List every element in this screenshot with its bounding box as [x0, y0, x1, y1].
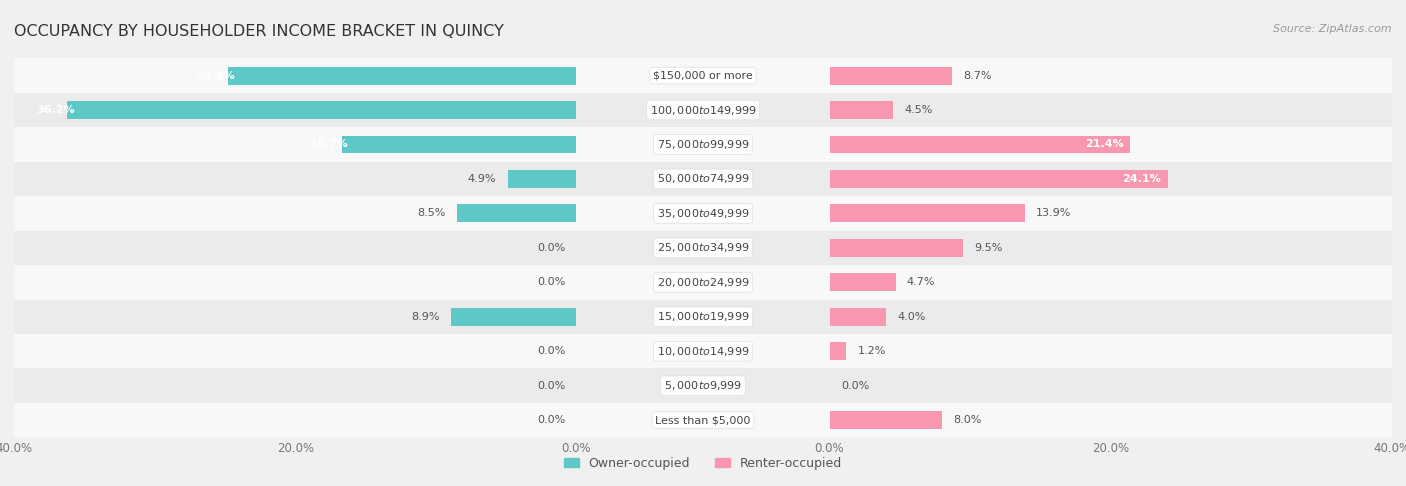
Bar	[830, 273, 896, 291]
Text: 0.0%: 0.0%	[537, 346, 565, 356]
Bar	[830, 403, 1392, 437]
Text: 24.8%: 24.8%	[195, 70, 235, 81]
Text: 8.9%: 8.9%	[412, 312, 440, 322]
Text: 0.0%: 0.0%	[537, 415, 565, 425]
Text: $20,000 to $24,999: $20,000 to $24,999	[657, 276, 749, 289]
Bar	[14, 265, 576, 299]
Bar	[830, 170, 1168, 188]
Text: $35,000 to $49,999: $35,000 to $49,999	[657, 207, 749, 220]
Bar	[14, 368, 576, 403]
Bar	[830, 299, 1392, 334]
Bar	[576, 265, 830, 299]
Text: 0.0%: 0.0%	[537, 243, 565, 253]
Text: $150,000 or more: $150,000 or more	[654, 70, 752, 81]
Bar	[576, 368, 830, 403]
Text: 36.2%: 36.2%	[37, 105, 75, 115]
Text: 4.9%: 4.9%	[468, 174, 496, 184]
Bar	[830, 162, 1392, 196]
Bar	[576, 299, 830, 334]
Bar	[14, 231, 576, 265]
Text: 13.9%: 13.9%	[1036, 208, 1071, 218]
Text: 21.4%: 21.4%	[1084, 139, 1123, 150]
Text: 4.7%: 4.7%	[907, 278, 935, 287]
Bar	[576, 231, 830, 265]
Bar	[830, 93, 1392, 127]
Text: 0.0%: 0.0%	[841, 381, 869, 391]
Bar	[67, 101, 576, 119]
Bar	[576, 127, 830, 162]
Text: $50,000 to $74,999: $50,000 to $74,999	[657, 173, 749, 186]
Bar	[830, 67, 952, 85]
Bar	[830, 205, 1025, 223]
Text: 1.2%: 1.2%	[858, 346, 886, 356]
Bar	[830, 101, 893, 119]
Bar	[14, 196, 576, 231]
Bar	[14, 403, 576, 437]
Text: 0.0%: 0.0%	[537, 278, 565, 287]
Bar	[576, 162, 830, 196]
Text: 16.7%: 16.7%	[309, 139, 349, 150]
Text: $10,000 to $14,999: $10,000 to $14,999	[657, 345, 749, 358]
Bar	[830, 265, 1392, 299]
Bar	[576, 403, 830, 437]
Bar	[14, 58, 576, 93]
Bar	[457, 205, 576, 223]
Text: 24.1%: 24.1%	[1122, 174, 1161, 184]
Bar	[576, 334, 830, 368]
Bar	[830, 308, 886, 326]
Bar	[14, 162, 576, 196]
Bar	[830, 231, 1392, 265]
Text: 8.0%: 8.0%	[953, 415, 981, 425]
Text: 0.0%: 0.0%	[537, 381, 565, 391]
Bar	[830, 411, 942, 429]
Text: $15,000 to $19,999: $15,000 to $19,999	[657, 310, 749, 323]
Text: $25,000 to $34,999: $25,000 to $34,999	[657, 242, 749, 254]
Text: 4.5%: 4.5%	[904, 105, 932, 115]
Bar	[830, 368, 1392, 403]
Text: 8.7%: 8.7%	[963, 70, 991, 81]
Text: $75,000 to $99,999: $75,000 to $99,999	[657, 138, 749, 151]
Text: 4.0%: 4.0%	[897, 312, 925, 322]
Bar	[830, 342, 846, 360]
Bar	[830, 334, 1392, 368]
Bar	[830, 239, 963, 257]
Text: OCCUPANCY BY HOUSEHOLDER INCOME BRACKET IN QUINCY: OCCUPANCY BY HOUSEHOLDER INCOME BRACKET …	[14, 24, 503, 39]
Bar	[830, 58, 1392, 93]
Text: $5,000 to $9,999: $5,000 to $9,999	[664, 379, 742, 392]
Text: $100,000 to $149,999: $100,000 to $149,999	[650, 104, 756, 117]
Bar	[508, 170, 576, 188]
Bar	[342, 136, 576, 154]
Bar	[830, 127, 1392, 162]
Bar	[451, 308, 576, 326]
Bar	[830, 136, 1130, 154]
Bar	[576, 196, 830, 231]
Text: 8.5%: 8.5%	[418, 208, 446, 218]
Legend: Owner-occupied, Renter-occupied: Owner-occupied, Renter-occupied	[558, 452, 848, 475]
Bar	[14, 93, 576, 127]
Bar	[14, 334, 576, 368]
Text: 9.5%: 9.5%	[974, 243, 1002, 253]
Text: Source: ZipAtlas.com: Source: ZipAtlas.com	[1274, 24, 1392, 35]
Bar	[830, 196, 1392, 231]
Text: Less than $5,000: Less than $5,000	[655, 415, 751, 425]
Bar	[14, 299, 576, 334]
Bar	[14, 127, 576, 162]
Bar	[228, 67, 576, 85]
Bar	[576, 93, 830, 127]
Bar	[576, 58, 830, 93]
